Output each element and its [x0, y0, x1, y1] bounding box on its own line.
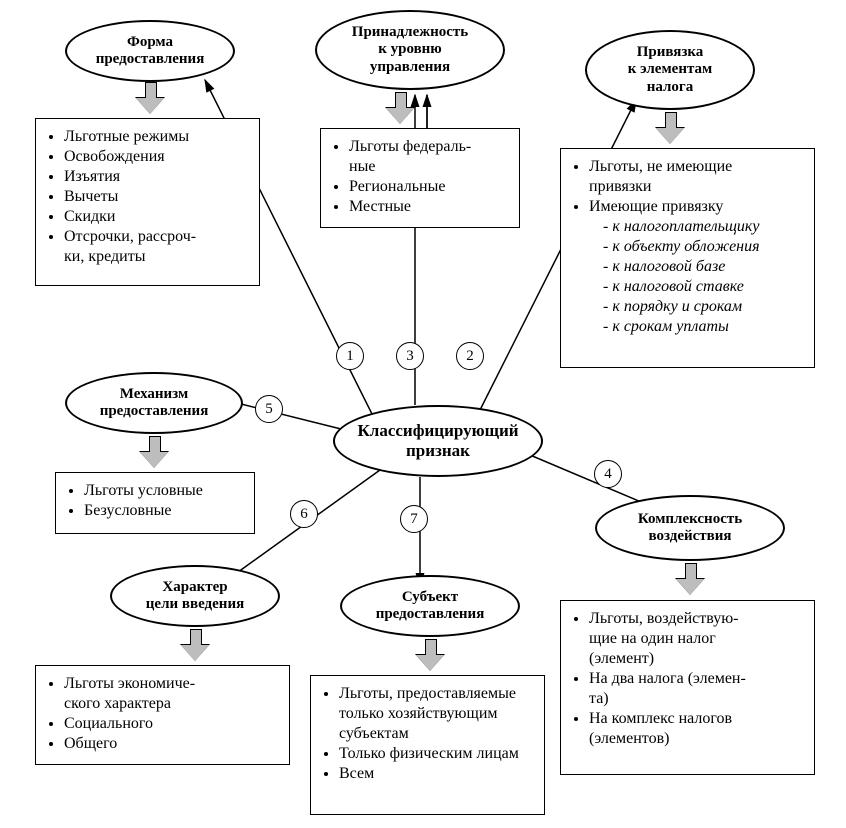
category-ellipse: Субъектпредоставления	[340, 575, 520, 637]
sub-list-item: к налогоплательщику	[603, 217, 804, 237]
sub-list-item: к объекту обложения	[603, 237, 804, 257]
list-item: Льготные режимы	[64, 127, 249, 147]
list-item: Местные	[349, 197, 509, 217]
center-node: Классифицирующийпризнак	[333, 405, 543, 477]
diagram-stage: Классифицирующийпризнак 1 Формапредоставл…	[0, 0, 846, 828]
list-item: На комплекс налогов(элементов)	[589, 709, 804, 749]
items-box: Льготы, не имеющиепривязкиИмеющие привяз…	[560, 148, 815, 368]
branch-number: 1	[336, 342, 364, 370]
items-box: Льготные режимыОсвобожденияИзъятияВычеты…	[35, 118, 260, 286]
down-arrow-icon	[416, 639, 444, 671]
category-ellipse: Формапредоставления	[65, 20, 235, 82]
list-item: На два налога (элемен-та)	[589, 669, 804, 709]
list-item: Социального	[64, 714, 279, 734]
list-item: Отсрочки, рассроч-ки, кредиты	[64, 227, 249, 267]
items-box: Льготы условныеБезусловные	[55, 472, 255, 534]
down-arrow-icon	[181, 629, 209, 661]
list-item: Вычеты	[64, 187, 249, 207]
list-item: Освобождения	[64, 147, 249, 167]
down-arrow-icon	[136, 82, 164, 114]
branch-number: 7	[400, 505, 428, 533]
category-ellipse: Механизмпредоставления	[65, 372, 243, 434]
branch-number: 2	[456, 342, 484, 370]
category-ellipse: Принадлежностьк уровнюуправления	[315, 10, 505, 90]
category-ellipse: Характерцели введения	[110, 565, 280, 627]
branch-number: 6	[290, 500, 318, 528]
sub-list-item: к срокам уплаты	[603, 317, 804, 337]
list-item: Льготы, не имеющиепривязки	[589, 157, 804, 197]
list-item: Имеющие привязку	[589, 197, 804, 217]
sub-list-item: к налоговой ставке	[603, 277, 804, 297]
branch-number: 4	[594, 460, 622, 488]
sub-list-item: к налоговой базе	[603, 257, 804, 277]
items-box: Льготы, воздействую-щие на один налог(эл…	[560, 600, 815, 775]
branch-number: 3	[396, 342, 424, 370]
list-item: Региональные	[349, 177, 509, 197]
list-item: Льготы, предоставляемыетолько хозяйствую…	[339, 684, 534, 744]
list-item: Льготы условные	[84, 481, 244, 501]
category-ellipse: Комплексностьвоздействия	[595, 495, 785, 561]
down-arrow-icon	[386, 92, 414, 124]
sub-list-item: к порядку и срокам	[603, 297, 804, 317]
category-ellipse: Привязкак элементамналога	[585, 30, 755, 110]
list-item: Скидки	[64, 207, 249, 227]
list-item: Льготы, воздействую-щие на один налог(эл…	[589, 609, 804, 669]
items-box: Льготы, предоставляемыетолько хозяйствую…	[310, 675, 545, 815]
list-item: Льготы экономиче-ского характера	[64, 674, 279, 714]
list-item: Общего	[64, 734, 279, 754]
list-item: Льготы федераль-ные	[349, 137, 509, 177]
items-box: Льготы экономиче-ского характераСоциальн…	[35, 665, 290, 765]
down-arrow-icon	[676, 563, 704, 595]
list-item: Изъятия	[64, 167, 249, 187]
list-item: Всем	[339, 764, 534, 784]
down-arrow-icon	[656, 112, 684, 144]
items-box: Льготы федераль-ныеРегиональныеМестные	[320, 128, 520, 228]
branch-number: 5	[255, 395, 283, 423]
down-arrow-icon	[140, 436, 168, 468]
list-item: Только физическим лицам	[339, 744, 534, 764]
list-item: Безусловные	[84, 501, 244, 521]
